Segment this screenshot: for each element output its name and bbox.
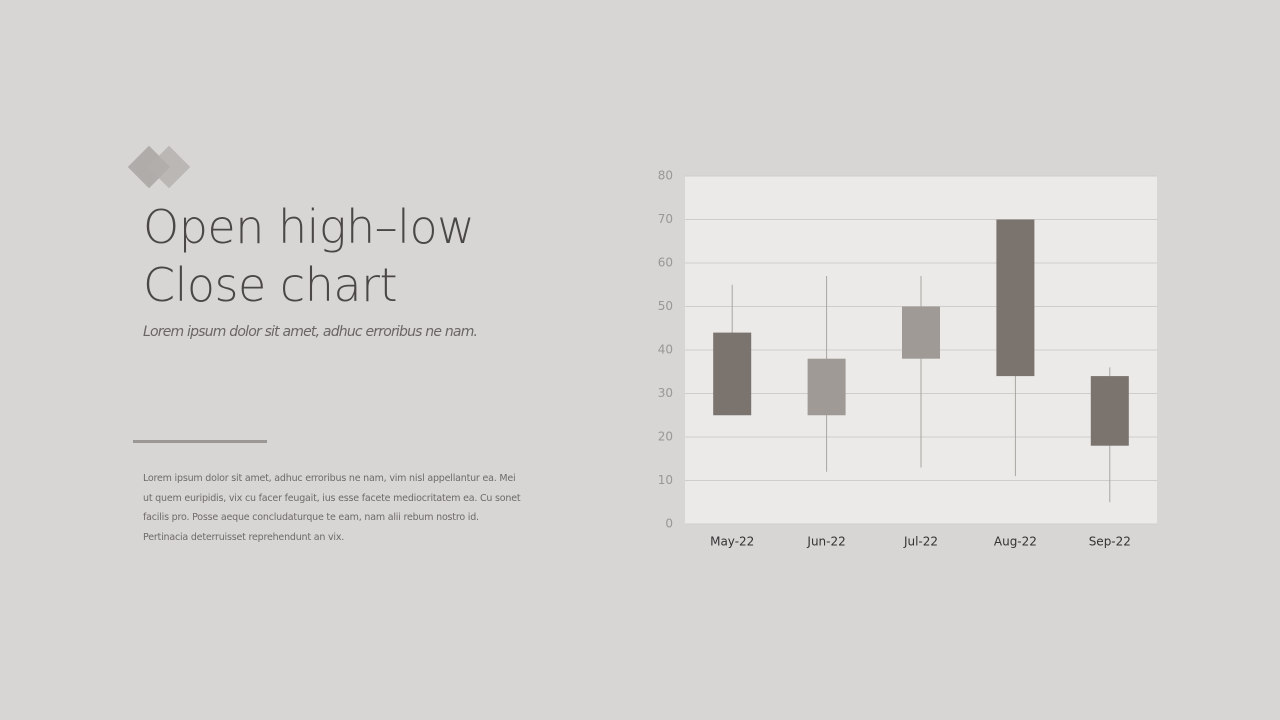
diamond	[147, 145, 191, 189]
title-line: Open high–low	[143, 200, 475, 254]
candle-body	[807, 358, 846, 416]
y-tick-label: 40	[658, 343, 673, 357]
title-line: Close chart	[143, 258, 398, 312]
x-tick-label: Aug-22	[994, 535, 1037, 549]
divider	[133, 440, 267, 443]
y-tick-label: 10	[658, 473, 673, 487]
candle-body	[996, 219, 1035, 377]
title: Open high–low Close chart	[143, 198, 475, 314]
y-tick-label: 0	[665, 517, 673, 531]
y-tick-label: 30	[658, 386, 673, 400]
x-tick-label: May-22	[710, 535, 754, 549]
x-tick-label: Jun-22	[806, 535, 845, 549]
body-text: Lorem ipsum dolor sit amet, adhuc errori…	[143, 473, 521, 543]
subtitle: Lorem ipsum dolor sit amet, adhuc errori…	[143, 324, 478, 340]
candle-body	[1090, 376, 1129, 446]
candle-body	[902, 306, 940, 359]
x-tick-label: Jul-22	[903, 535, 938, 549]
candle-body	[713, 332, 752, 416]
y-tick-label: 50	[658, 299, 673, 313]
y-tick-label: 70	[658, 212, 673, 226]
y-tick-label: 80	[658, 169, 673, 183]
y-tick-label: 60	[658, 256, 673, 270]
x-tick-label: Sep-22	[1089, 535, 1131, 549]
y-tick-label: 20	[658, 430, 673, 444]
